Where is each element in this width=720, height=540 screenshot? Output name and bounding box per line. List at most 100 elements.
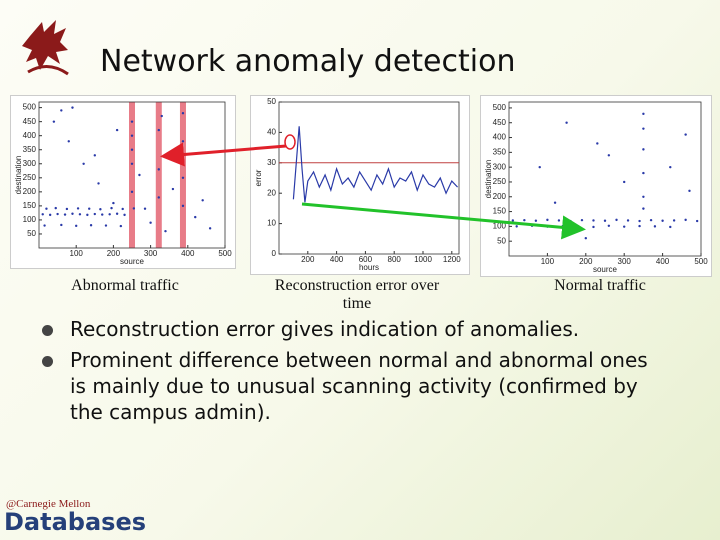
point <box>684 133 687 136</box>
point <box>67 140 70 143</box>
chart: 100 200 300 400 500 50 100 150 200 250 300 350 400 45… <box>480 95 712 277</box>
point <box>115 212 119 215</box>
x-tick-label: 1200 <box>443 255 461 264</box>
point <box>194 215 197 219</box>
footer-group: Databases <box>4 508 147 536</box>
point <box>76 207 80 210</box>
point <box>75 224 78 228</box>
point <box>52 120 56 123</box>
point <box>88 207 91 210</box>
highlight-band <box>129 102 135 248</box>
point <box>56 212 59 216</box>
point <box>642 127 645 130</box>
caption: Reconstruction error over time <box>274 277 440 312</box>
point <box>97 182 100 185</box>
x-tick-label: 200 <box>107 249 121 258</box>
point <box>565 121 568 124</box>
footer-brand: @Carnegie Mellon <box>6 498 91 510</box>
point <box>54 206 57 210</box>
point <box>171 187 175 191</box>
y-tick-label: 50 <box>27 229 36 238</box>
x-tick-label: 200 <box>579 257 593 266</box>
point <box>45 207 48 210</box>
point <box>121 207 124 211</box>
y-tick-label: 300 <box>493 162 507 171</box>
x-axis-label: source <box>120 257 145 266</box>
point <box>638 224 641 228</box>
point <box>584 237 587 240</box>
y-tick-label: 100 <box>493 221 507 230</box>
y-tick-label: 100 <box>23 215 37 224</box>
point <box>603 219 607 222</box>
point <box>553 201 557 204</box>
point <box>669 225 672 229</box>
point <box>130 162 134 165</box>
point <box>41 213 44 216</box>
point <box>112 201 115 205</box>
point <box>130 148 134 151</box>
point <box>511 219 515 222</box>
y-tick-label: 30 <box>267 158 276 167</box>
point <box>149 221 152 224</box>
point <box>93 212 97 216</box>
point <box>695 219 699 223</box>
y-axis-label: error <box>254 169 263 186</box>
point <box>642 171 645 175</box>
point <box>638 219 641 223</box>
point <box>123 213 126 217</box>
x-axis-label: hours <box>359 263 379 272</box>
point <box>596 142 599 145</box>
point <box>623 180 626 184</box>
point <box>201 199 204 202</box>
point <box>607 154 611 157</box>
y-tick-label: 40 <box>267 128 276 137</box>
point <box>181 112 185 115</box>
x-tick-label: 800 <box>388 255 402 264</box>
point <box>546 225 549 228</box>
x-tick-label: 200 <box>301 255 315 264</box>
y-tick-label: 150 <box>23 201 37 210</box>
x-tick-label: 600 <box>359 255 373 264</box>
point <box>669 165 672 169</box>
point <box>101 213 104 216</box>
point <box>48 213 52 217</box>
x-tick-label: 1000 <box>414 255 432 264</box>
x-tick-label: 100 <box>70 249 84 258</box>
y-tick-label: 50 <box>497 236 506 245</box>
highlight-band <box>155 102 162 248</box>
point <box>130 190 134 194</box>
caption: Abnormal traffic <box>71 277 179 294</box>
caption: Normal traffic <box>554 277 646 294</box>
y-tick-label: 50 <box>267 97 276 106</box>
point <box>642 207 645 210</box>
point <box>157 168 160 171</box>
y-tick-label: 250 <box>493 177 507 186</box>
point <box>108 213 111 216</box>
point <box>615 218 618 222</box>
point <box>99 208 102 211</box>
y-tick-label: 500 <box>23 103 37 112</box>
point <box>649 218 653 222</box>
y-tick-label: 10 <box>267 219 276 228</box>
point <box>530 224 534 227</box>
bullet-list: Reconstruction error gives indication of… <box>42 316 652 430</box>
slide-title: Network anomaly detection <box>100 44 516 79</box>
y-tick-label: 200 <box>23 187 37 196</box>
y-tick-label: 0 <box>272 249 277 258</box>
x-tick-label: 500 <box>694 257 708 266</box>
x-tick-label: 400 <box>656 257 670 266</box>
point <box>157 196 160 199</box>
point <box>43 224 46 227</box>
bullet: Reconstruction error gives indication of… <box>42 316 652 342</box>
chart: 200 400 600 800 1000 1200 0 10 20 30 40 50 hours erro… <box>250 95 470 275</box>
point <box>60 223 63 227</box>
point <box>208 227 212 230</box>
y-tick-label: 350 <box>23 145 37 154</box>
plot-frame <box>508 101 702 257</box>
point <box>592 225 595 229</box>
point <box>580 218 584 222</box>
point <box>672 219 676 222</box>
point <box>626 219 630 222</box>
point <box>642 195 645 198</box>
